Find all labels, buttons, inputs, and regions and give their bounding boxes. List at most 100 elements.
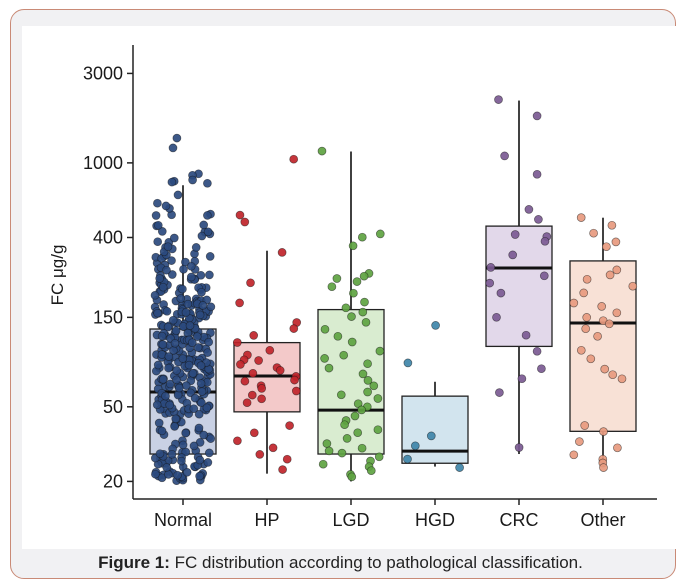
data-point: [278, 465, 287, 474]
y-tick-label: 1000: [83, 153, 123, 173]
data-point: [605, 270, 615, 280]
data-point: [249, 428, 259, 438]
data-point: [275, 366, 285, 375]
data-point: [524, 205, 534, 214]
data-point: [203, 178, 212, 188]
data-point: [179, 264, 188, 274]
data-point: [508, 250, 518, 260]
box-iqr: [401, 395, 469, 464]
y-tick-label: 3000: [83, 63, 123, 83]
data-point: [612, 265, 622, 275]
data-point: [569, 450, 579, 460]
data-point: [290, 375, 299, 385]
boxes-group: [149, 100, 637, 482]
data-point: [154, 418, 164, 428]
data-point: [576, 213, 586, 222]
data-point: [327, 282, 337, 292]
data-point: [600, 364, 610, 374]
data-point: [181, 428, 191, 438]
data-point: [178, 284, 187, 294]
points-group: [150, 95, 638, 486]
data-point: [617, 374, 627, 384]
data-point: [410, 441, 420, 451]
data-point: [532, 111, 542, 121]
data-point: [347, 472, 357, 482]
data-point: [153, 220, 163, 230]
data-point: [333, 331, 343, 341]
data-point: [236, 360, 245, 369]
data-point: [167, 449, 177, 459]
data-point: [375, 229, 385, 239]
data-point: [597, 302, 607, 311]
figure-caption: Figure 1: FC distribution according to p…: [0, 553, 681, 573]
data-point: [155, 449, 165, 459]
data-point: [163, 322, 173, 332]
data-point: [190, 393, 200, 403]
data-point: [569, 298, 579, 308]
data-point: [165, 379, 175, 389]
data-point: [403, 454, 412, 464]
data-point: [233, 436, 242, 446]
data-point: [322, 439, 332, 448]
data-point: [158, 375, 168, 384]
data-point: [185, 321, 195, 330]
data-point: [186, 272, 196, 282]
data-point: [373, 425, 383, 435]
data-point: [203, 458, 213, 467]
data-point: [235, 298, 244, 308]
data-point: [521, 330, 531, 340]
data-point: [176, 294, 186, 303]
data-point: [150, 290, 160, 300]
data-point: [486, 263, 496, 272]
data-point: [197, 231, 207, 241]
data-point: [194, 409, 204, 419]
data-point: [171, 414, 181, 424]
data-point: [285, 421, 294, 430]
x-tick-label: CRC: [500, 510, 539, 530]
data-point: [342, 434, 352, 443]
data-point: [195, 310, 205, 320]
data-point: [204, 337, 214, 347]
data-point: [240, 376, 250, 386]
y-tick-label: 400: [93, 227, 123, 247]
data-point: [582, 313, 592, 322]
data-point: [291, 386, 301, 396]
data-point: [172, 133, 182, 143]
data-point: [357, 443, 367, 453]
data-point: [289, 324, 299, 333]
data-point: [174, 383, 184, 393]
data-point: [332, 274, 342, 283]
data-point: [240, 217, 250, 227]
data-point: [373, 394, 383, 403]
data-point: [257, 394, 266, 404]
data-point: [169, 233, 179, 243]
data-point: [182, 467, 192, 477]
data-point: [347, 337, 357, 347]
data-point: [158, 282, 168, 292]
data-point: [336, 390, 346, 400]
data-point: [599, 427, 608, 436]
data-point: [337, 448, 347, 458]
data-point: [157, 426, 167, 436]
y-tick-label: 20: [103, 471, 123, 491]
data-point: [206, 434, 216, 443]
data-point: [628, 281, 638, 291]
data-point: [576, 345, 586, 355]
data-point: [191, 243, 201, 252]
data-point: [203, 348, 212, 357]
data-point: [582, 274, 592, 284]
data-point: [602, 242, 611, 252]
data-point: [593, 331, 602, 341]
data-point: [205, 270, 214, 280]
data-point: [198, 301, 208, 310]
data-point: [363, 387, 372, 397]
data-point: [173, 470, 182, 480]
data-point: [374, 452, 384, 462]
data-point: [318, 459, 328, 469]
y-tick-label: 150: [93, 307, 123, 327]
data-point: [613, 443, 622, 453]
data-point: [350, 411, 360, 421]
data-point: [580, 421, 590, 430]
data-point: [188, 175, 197, 185]
data-point: [171, 326, 181, 336]
